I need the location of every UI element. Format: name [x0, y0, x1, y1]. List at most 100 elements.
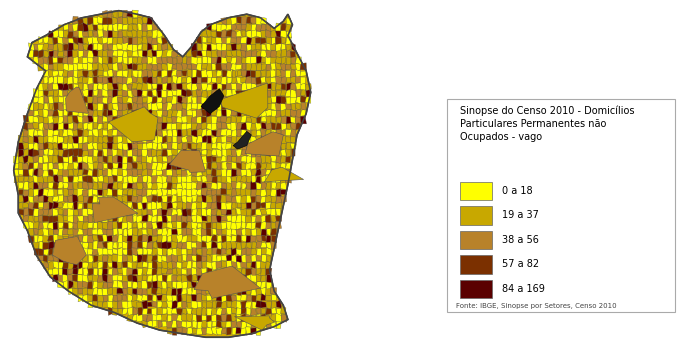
- Polygon shape: [92, 235, 98, 241]
- Polygon shape: [137, 183, 143, 189]
- Polygon shape: [217, 142, 222, 151]
- Polygon shape: [48, 255, 54, 261]
- Polygon shape: [226, 281, 232, 288]
- Polygon shape: [192, 50, 198, 58]
- Polygon shape: [246, 95, 252, 104]
- Polygon shape: [281, 176, 286, 183]
- Polygon shape: [28, 136, 34, 143]
- Polygon shape: [87, 208, 93, 214]
- Polygon shape: [246, 136, 251, 143]
- Polygon shape: [206, 169, 211, 175]
- Polygon shape: [107, 241, 113, 250]
- Polygon shape: [166, 300, 173, 308]
- Polygon shape: [291, 130, 296, 137]
- Polygon shape: [222, 89, 226, 97]
- Polygon shape: [286, 137, 292, 143]
- Polygon shape: [246, 83, 252, 90]
- Polygon shape: [222, 162, 227, 169]
- Polygon shape: [177, 70, 182, 77]
- Polygon shape: [33, 149, 40, 157]
- Polygon shape: [246, 129, 251, 136]
- Polygon shape: [261, 38, 266, 44]
- Polygon shape: [271, 169, 277, 176]
- Polygon shape: [158, 280, 162, 289]
- Polygon shape: [196, 157, 203, 164]
- Polygon shape: [53, 268, 59, 275]
- Polygon shape: [58, 162, 63, 170]
- Polygon shape: [291, 104, 296, 111]
- Polygon shape: [177, 288, 182, 295]
- Polygon shape: [187, 261, 192, 269]
- Polygon shape: [127, 215, 133, 223]
- Polygon shape: [261, 215, 267, 223]
- Polygon shape: [250, 315, 256, 322]
- Polygon shape: [256, 24, 262, 32]
- Polygon shape: [166, 215, 173, 223]
- Polygon shape: [276, 181, 282, 189]
- Polygon shape: [246, 182, 252, 189]
- Polygon shape: [132, 63, 138, 70]
- Polygon shape: [152, 122, 157, 129]
- Polygon shape: [78, 109, 83, 118]
- Polygon shape: [181, 162, 188, 170]
- Polygon shape: [117, 155, 123, 163]
- Polygon shape: [231, 307, 237, 313]
- Polygon shape: [28, 124, 34, 129]
- Polygon shape: [98, 221, 102, 230]
- Polygon shape: [103, 24, 108, 31]
- Polygon shape: [241, 242, 246, 249]
- Polygon shape: [147, 247, 153, 255]
- Polygon shape: [63, 236, 68, 241]
- Polygon shape: [286, 76, 292, 83]
- Polygon shape: [177, 129, 181, 136]
- Polygon shape: [152, 320, 157, 327]
- Polygon shape: [137, 142, 143, 150]
- Polygon shape: [261, 302, 267, 308]
- Polygon shape: [192, 248, 196, 255]
- Polygon shape: [181, 313, 187, 321]
- Polygon shape: [276, 91, 282, 96]
- Polygon shape: [137, 254, 143, 263]
- Polygon shape: [267, 69, 271, 77]
- Polygon shape: [301, 102, 306, 110]
- Polygon shape: [207, 95, 212, 103]
- Polygon shape: [48, 155, 54, 163]
- Polygon shape: [152, 295, 157, 302]
- Polygon shape: [276, 169, 281, 177]
- Polygon shape: [191, 222, 198, 230]
- Polygon shape: [241, 320, 247, 328]
- Polygon shape: [78, 170, 83, 176]
- Polygon shape: [28, 129, 34, 137]
- Polygon shape: [107, 44, 113, 50]
- Polygon shape: [231, 63, 237, 71]
- Polygon shape: [38, 136, 44, 144]
- Polygon shape: [206, 288, 212, 294]
- Polygon shape: [147, 302, 152, 307]
- Polygon shape: [122, 83, 128, 91]
- Polygon shape: [211, 109, 218, 116]
- Polygon shape: [236, 149, 241, 157]
- Polygon shape: [266, 189, 272, 197]
- Polygon shape: [112, 148, 118, 157]
- Polygon shape: [88, 29, 93, 37]
- Polygon shape: [212, 280, 217, 289]
- Polygon shape: [128, 209, 134, 215]
- Polygon shape: [68, 69, 74, 77]
- Polygon shape: [211, 43, 218, 50]
- Polygon shape: [132, 95, 138, 103]
- Polygon shape: [256, 313, 261, 322]
- Polygon shape: [117, 195, 123, 202]
- Polygon shape: [127, 182, 133, 189]
- Polygon shape: [72, 274, 78, 282]
- Polygon shape: [137, 76, 143, 84]
- Polygon shape: [138, 23, 142, 31]
- Polygon shape: [62, 70, 68, 77]
- Polygon shape: [34, 130, 38, 136]
- Polygon shape: [186, 221, 192, 229]
- Polygon shape: [226, 313, 232, 322]
- Polygon shape: [83, 50, 89, 57]
- Polygon shape: [207, 44, 211, 51]
- Polygon shape: [72, 129, 78, 135]
- Polygon shape: [251, 247, 256, 255]
- Polygon shape: [58, 182, 63, 188]
